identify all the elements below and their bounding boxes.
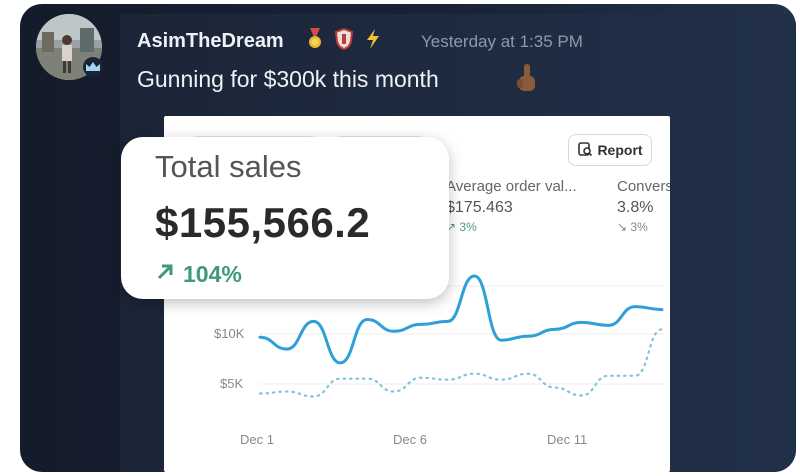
total-sales-label: Total sales	[155, 149, 302, 184]
arrow-up-right-icon: ↗	[446, 220, 460, 234]
chat-panel: AsimTheDream Yesterday at 1:35 PM Gunnin…	[20, 4, 796, 472]
lightning-icon	[364, 28, 382, 55]
metric-value: 3.8%	[617, 199, 654, 216]
metric-label: Conversion	[617, 178, 670, 195]
comparison-series-line	[258, 328, 664, 398]
metric-label: Average order val...	[446, 178, 577, 195]
arrow-up-right-icon	[155, 261, 175, 288]
medal-icon	[306, 28, 324, 55]
y-tick-label: $10K	[214, 326, 245, 341]
message-timestamp: Yesterday at 1:35 PM	[421, 32, 583, 51]
total-sales-change: 104%	[155, 261, 242, 288]
metric-average-order: Average order val... $175.463 ↗ 3%	[446, 178, 577, 234]
total-sales-change-value: 104%	[183, 261, 242, 287]
shield-icon	[334, 27, 354, 55]
x-tick-label: Dec 6	[393, 432, 427, 447]
x-tick-label: Dec 11	[547, 432, 588, 447]
metric-change-value: 3%	[459, 220, 477, 234]
report-label: Report	[597, 142, 643, 158]
arrow-down-right-icon: ↘	[617, 220, 631, 234]
metric-change-value: 3%	[630, 220, 648, 234]
report-icon	[577, 141, 593, 160]
report-button[interactable]: Report	[568, 134, 652, 166]
x-tick-label: Dec 1	[240, 432, 274, 447]
metric-change: ↗ 3%	[446, 220, 577, 234]
metric-value: $175.463	[446, 199, 513, 216]
y-tick-label: $5K	[220, 376, 244, 391]
total-sales-callout: Total sales $155,566.2 104%	[121, 137, 449, 299]
user-badges	[306, 27, 382, 55]
crown-icon	[80, 56, 106, 78]
total-sales-value: $155,566.2	[155, 199, 371, 246]
username[interactable]: AsimTheDream	[137, 30, 284, 52]
metric-conversion: Conversion 3.8% ↘ 3%	[617, 178, 670, 234]
metric-change: ↘ 3%	[617, 220, 670, 234]
message-text: Gunning for $300k this month	[137, 66, 439, 92]
pointing-up-icon	[513, 62, 539, 99]
